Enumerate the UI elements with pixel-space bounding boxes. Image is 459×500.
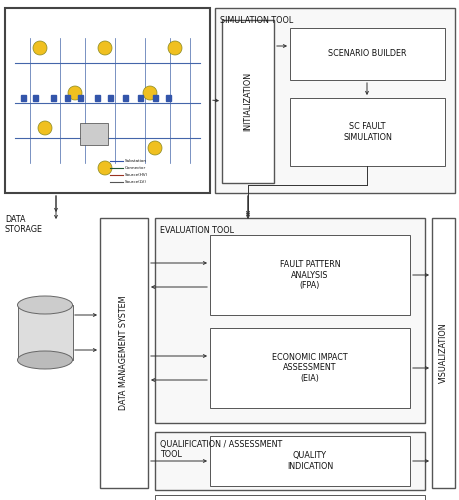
Ellipse shape <box>17 351 73 369</box>
Text: VISUALIZATION: VISUALIZATION <box>438 322 447 384</box>
Bar <box>214 8 454 193</box>
Text: QUALIFICATION / ASSESSMENT
TOOL: QUALIFICATION / ASSESSMENT TOOL <box>160 440 282 460</box>
Text: INITIALIZATION: INITIALIZATION <box>243 72 252 131</box>
Bar <box>289 98 444 166</box>
Text: DATA MANAGEMENT SYSTEM: DATA MANAGEMENT SYSTEM <box>119 296 128 410</box>
Bar <box>95 95 100 101</box>
Bar <box>210 328 409 408</box>
Text: Source(HV): Source(HV) <box>125 173 148 177</box>
Text: Source(LV): Source(LV) <box>125 180 147 184</box>
Bar <box>21 95 26 101</box>
Bar <box>5 8 210 193</box>
Bar <box>80 123 108 145</box>
Circle shape <box>68 86 82 100</box>
Circle shape <box>98 41 112 55</box>
Text: SIMULATION TOOL: SIMULATION TOOL <box>219 16 293 25</box>
Text: SCENARIO BUILDER: SCENARIO BUILDER <box>328 50 406 58</box>
Circle shape <box>33 41 47 55</box>
Bar <box>222 20 274 183</box>
Circle shape <box>38 121 52 135</box>
Ellipse shape <box>17 296 73 314</box>
Bar <box>431 218 454 488</box>
Bar <box>18 305 73 360</box>
Bar <box>155 432 424 490</box>
Circle shape <box>143 86 157 100</box>
Text: QUALITY
INDICATION: QUALITY INDICATION <box>286 452 332 470</box>
Bar <box>78 95 83 101</box>
Text: Substation: Substation <box>125 159 147 163</box>
Bar <box>100 218 148 488</box>
Bar <box>123 95 128 101</box>
Bar <box>51 95 56 101</box>
Text: EVALUATION TOOL: EVALUATION TOOL <box>160 226 234 235</box>
Bar <box>138 95 143 101</box>
Bar <box>155 218 424 423</box>
Bar <box>33 95 38 101</box>
Text: ECONOMIC IMPACT
ASSESSMENT
(EIA): ECONOMIC IMPACT ASSESSMENT (EIA) <box>272 353 347 383</box>
Circle shape <box>98 161 112 175</box>
Text: SC FAULT
SIMULATION: SC FAULT SIMULATION <box>342 122 391 142</box>
Bar <box>153 95 157 101</box>
Bar <box>108 95 113 101</box>
Text: DATA
STORAGE: DATA STORAGE <box>5 215 43 234</box>
Bar <box>166 95 171 101</box>
Text: Connector: Connector <box>125 166 146 170</box>
Bar <box>210 436 409 486</box>
Circle shape <box>148 141 162 155</box>
Text: FAULT PATTERN
ANALYSIS
(FPA): FAULT PATTERN ANALYSIS (FPA) <box>279 260 340 290</box>
Bar <box>155 495 424 500</box>
Bar <box>289 28 444 80</box>
Circle shape <box>168 41 182 55</box>
Bar <box>65 95 70 101</box>
Bar <box>210 235 409 315</box>
